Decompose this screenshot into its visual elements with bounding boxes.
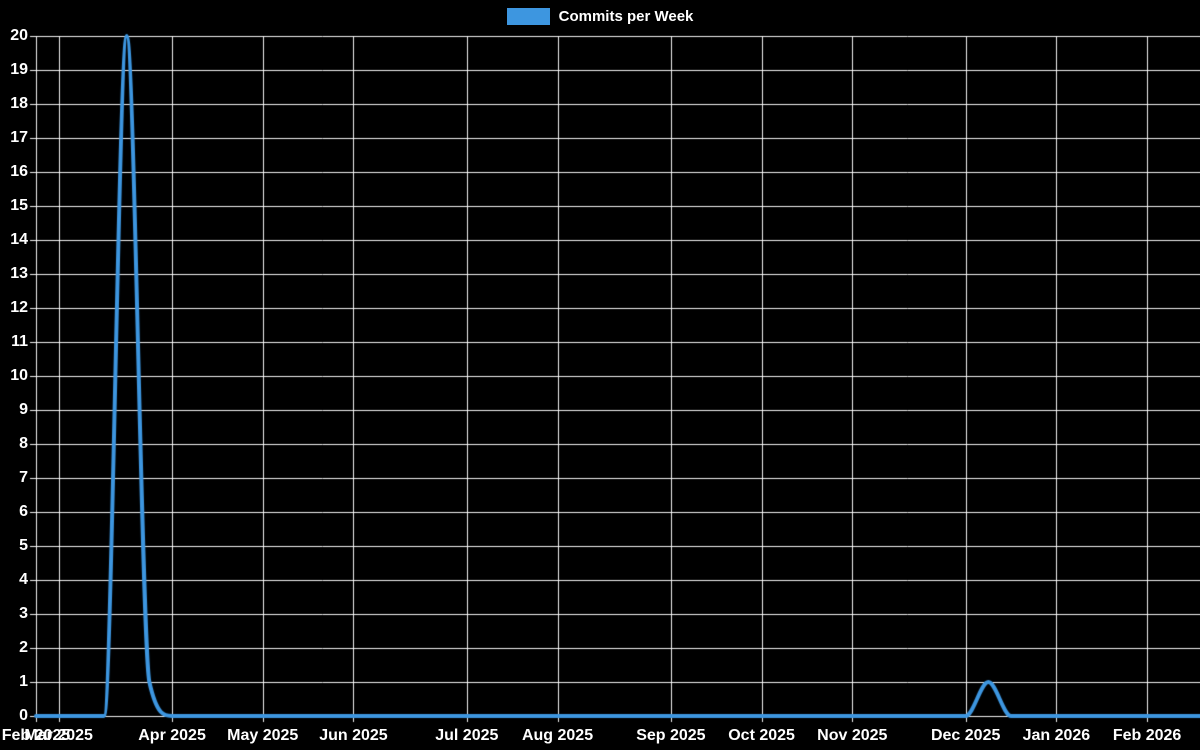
legend-color-swatch: [506, 7, 550, 25]
legend-item-commits[interactable]: Commits per Week: [506, 7, 694, 25]
legend-label: Commits per Week: [558, 7, 694, 25]
legend: Commits per Week: [0, 5, 1200, 27]
